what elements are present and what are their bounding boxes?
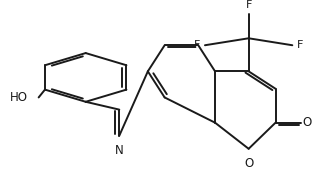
Text: F: F [246, 0, 252, 10]
Text: O: O [302, 116, 312, 129]
Text: O: O [244, 157, 253, 171]
Text: F: F [194, 40, 200, 50]
Text: HO: HO [10, 91, 28, 104]
Text: F: F [297, 40, 304, 50]
Text: N: N [115, 144, 124, 157]
